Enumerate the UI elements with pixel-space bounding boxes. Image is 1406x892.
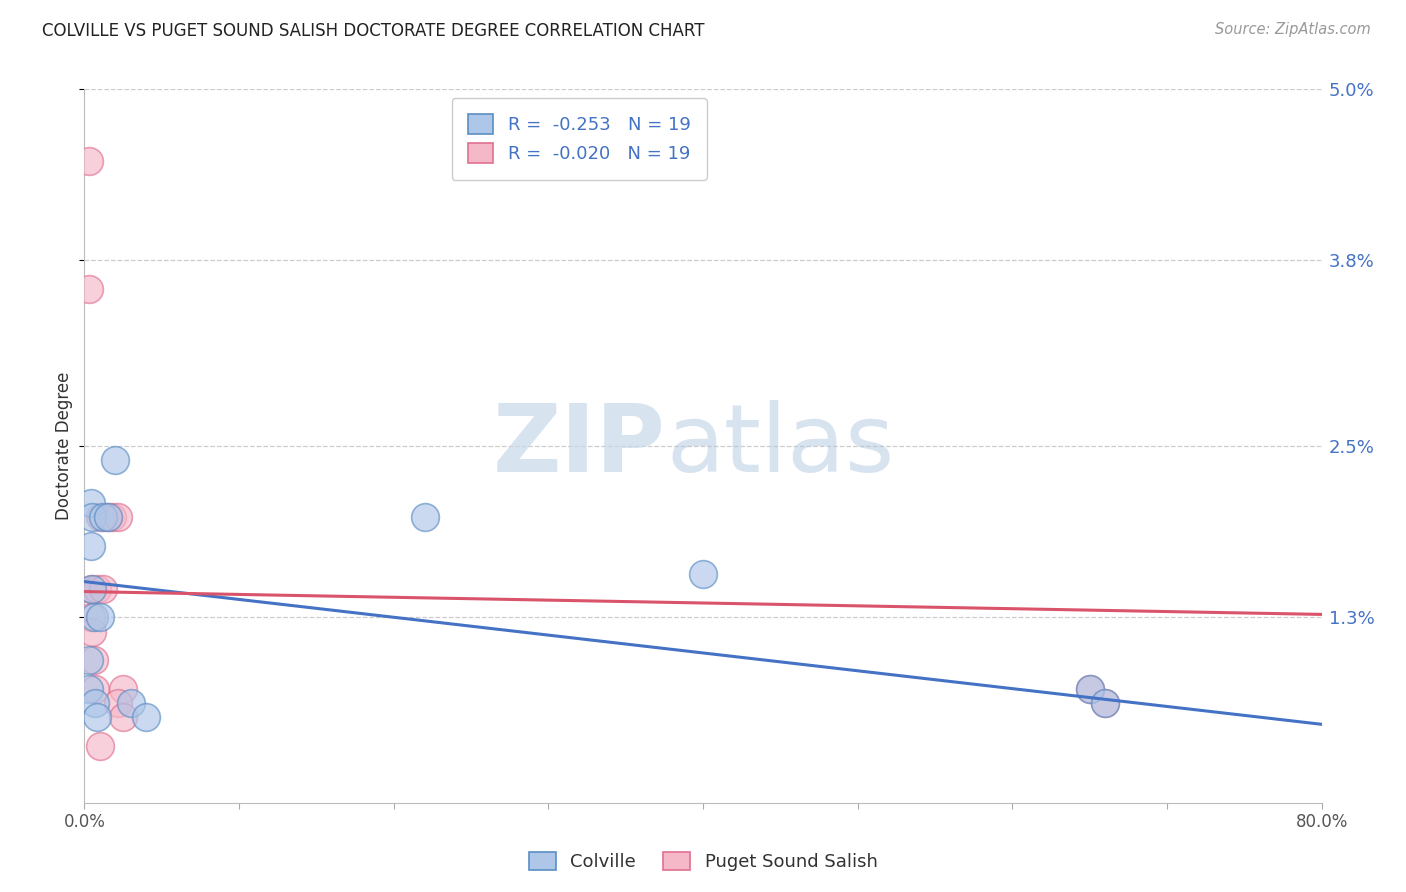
Point: [79, 496, 101, 510]
Point: [77, 681, 100, 696]
Point: [692, 567, 714, 582]
Point: [77, 282, 100, 296]
Point: [413, 510, 436, 524]
Point: [1078, 681, 1101, 696]
Point: [83, 653, 105, 667]
Legend: R =  -0.253   N = 19, R =  -0.020   N = 19: R = -0.253 N = 19, R = -0.020 N = 19: [451, 98, 707, 179]
Point: [84, 696, 107, 710]
Point: [1078, 681, 1101, 696]
Point: [86, 710, 108, 724]
Point: [91, 510, 114, 524]
Point: [84, 681, 107, 696]
Point: [97, 510, 120, 524]
Text: atlas: atlas: [666, 400, 894, 492]
Point: [97, 510, 120, 524]
Point: [82, 582, 104, 596]
Point: [107, 510, 129, 524]
Legend: Colville, Puget Sound Salish: Colville, Puget Sound Salish: [522, 845, 884, 879]
Point: [91, 582, 114, 596]
Text: COLVILLE VS PUGET SOUND SALISH DOCTORATE DEGREE CORRELATION CHART: COLVILLE VS PUGET SOUND SALISH DOCTORATE…: [42, 22, 704, 40]
Point: [120, 696, 142, 710]
Point: [112, 681, 135, 696]
Point: [83, 610, 105, 624]
Point: [107, 696, 129, 710]
Point: [112, 710, 135, 724]
Point: [89, 510, 111, 524]
Text: Source: ZipAtlas.com: Source: ZipAtlas.com: [1215, 22, 1371, 37]
Point: [104, 453, 127, 467]
Point: [79, 582, 101, 596]
Point: [135, 710, 157, 724]
Text: ZIP: ZIP: [494, 400, 666, 492]
Point: [77, 153, 100, 168]
Point: [79, 539, 101, 553]
Point: [89, 610, 111, 624]
Point: [82, 624, 104, 639]
Point: [79, 610, 101, 624]
Point: [86, 582, 108, 596]
Point: [82, 510, 104, 524]
Point: [1094, 696, 1116, 710]
Point: [1094, 696, 1116, 710]
Point: [77, 653, 100, 667]
Point: [101, 510, 124, 524]
Point: [89, 739, 111, 753]
Y-axis label: Doctorate Degree: Doctorate Degree: [55, 372, 73, 520]
